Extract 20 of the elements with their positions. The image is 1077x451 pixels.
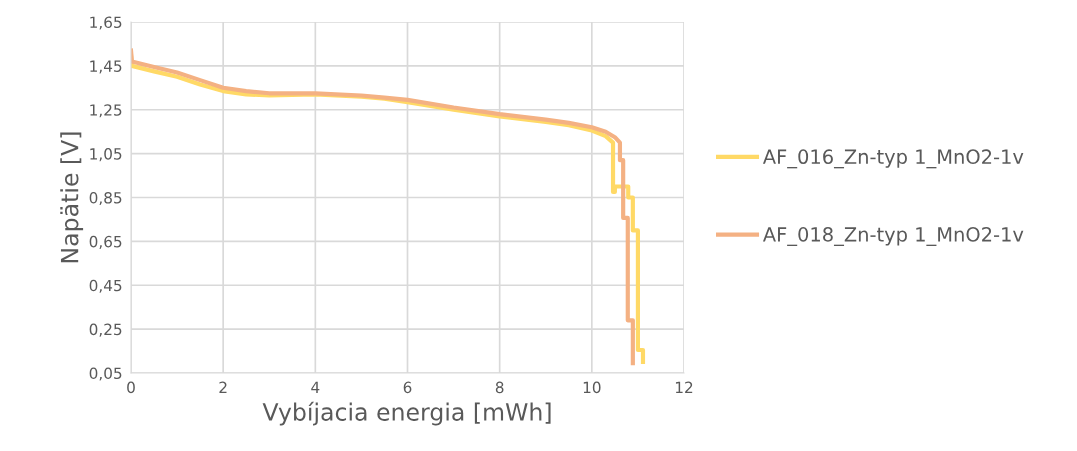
y-tick-label: 0,45 xyxy=(89,279,122,293)
x-tick-label: 10 xyxy=(583,381,601,394)
x-axis-title: Vybíjacia energia [mWh] xyxy=(262,401,551,426)
x-tick-label: 6 xyxy=(403,381,412,394)
x-tick-label: 12 xyxy=(675,381,693,393)
y-axis-title: Napätie [V] xyxy=(60,132,84,263)
y-tick-label: 1,05 xyxy=(90,148,122,162)
x-tick-label: 8 xyxy=(495,381,504,394)
legend-label: AF_016_Zn-typ 1_MnO2-1v xyxy=(762,149,1024,169)
y-tick-label: 0,05 xyxy=(89,367,122,381)
legend-label: AF_018_Zn-typ 1_MnO2-1v xyxy=(762,227,1024,247)
x-tick-label: 4 xyxy=(311,381,320,393)
y-tick-label: 1,65 xyxy=(90,16,122,30)
x-tick-label: 0 xyxy=(127,381,135,394)
y-tick-label: 0,65 xyxy=(89,235,122,249)
y-tick-label: 1,25 xyxy=(90,104,122,118)
y-tick-label: 0,25 xyxy=(89,323,122,337)
y-tick-label: 1,45 xyxy=(90,60,122,74)
y-tick-label: 0,85 xyxy=(89,191,122,206)
x-tick-label: 2 xyxy=(219,381,227,393)
